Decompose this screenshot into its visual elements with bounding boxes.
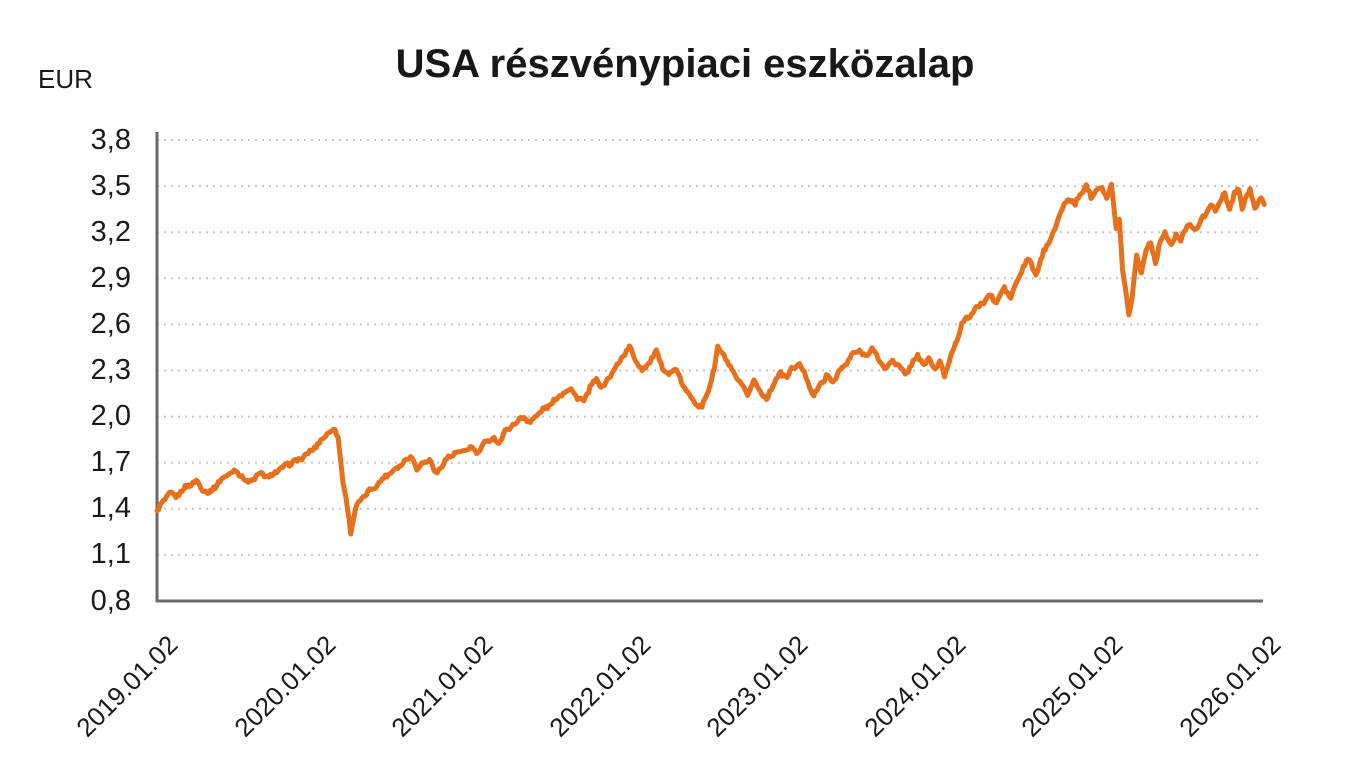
y-tick-label: 1,4 (90, 492, 131, 525)
chart-title: USA részvénypiaci eszközalap (395, 42, 975, 86)
y-tick-label: 1,1 (90, 538, 131, 571)
y-tick-label: 2,9 (90, 261, 131, 294)
y-tick-label: 0,8 (90, 584, 131, 617)
y-tick-label: 3,2 (90, 215, 131, 248)
y-axis-unit-label: EUR (38, 64, 93, 94)
y-tick-label: 3,5 (90, 169, 131, 202)
price-line (154, 181, 1267, 537)
y-tick-label: 2,0 (90, 400, 131, 433)
y-tick-label: 2,3 (90, 354, 131, 386)
y-tick-label: 2,6 (90, 307, 131, 340)
y-tick-label: 1,7 (90, 446, 131, 479)
y-tick-label: 3,8 (90, 123, 131, 156)
